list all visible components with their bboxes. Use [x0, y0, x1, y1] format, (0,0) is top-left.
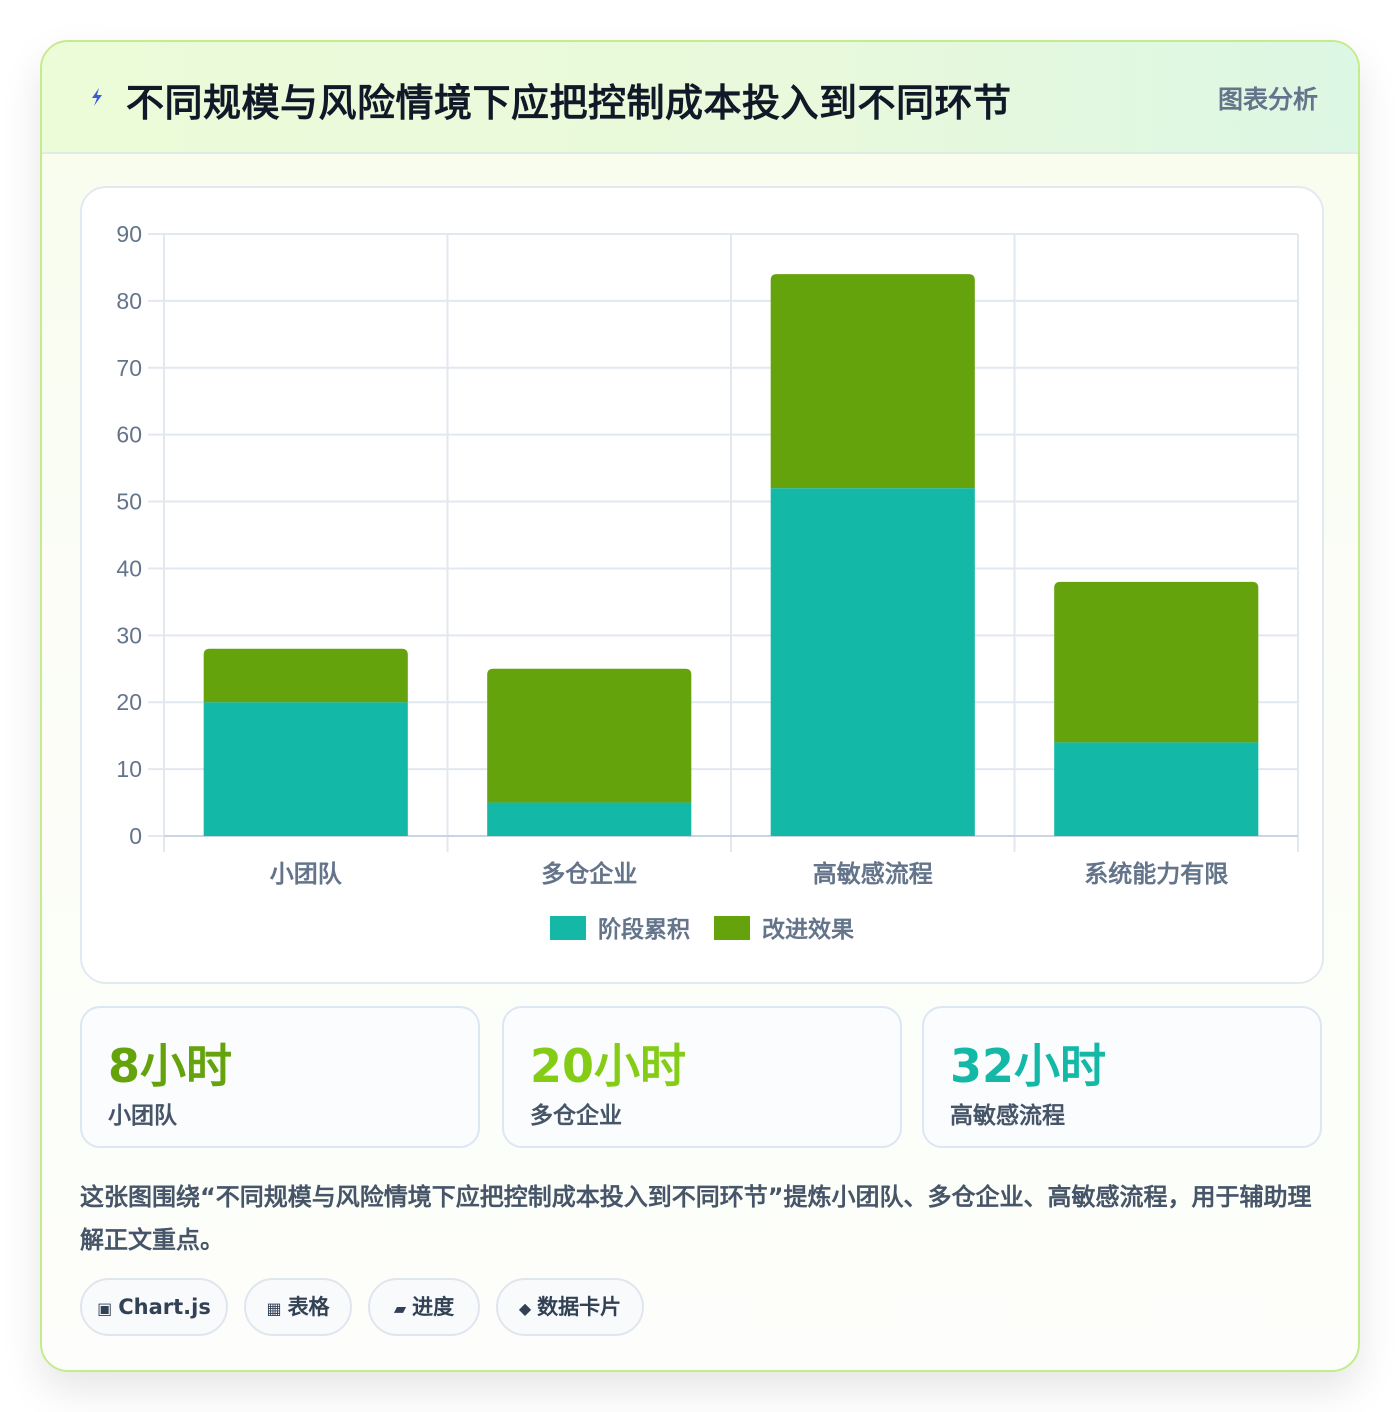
chart-card: 不同规模与风险情境下应把控制成本投入到不同环节 图表分析 0 10 20 30 40 50…: [40, 40, 1360, 1372]
x-tick-label: 高敏感流程: [813, 860, 933, 888]
bar-segment: [203, 702, 408, 836]
chip-data-card[interactable]: ◆ 数据卡片: [496, 1278, 644, 1336]
bar-segment: [487, 668, 692, 803]
legend-label: 阶段累积: [598, 916, 690, 943]
chip-progress[interactable]: ▰ 进度: [368, 1278, 480, 1336]
chart-icon: ▣: [97, 1299, 113, 1318]
y-tick-label: 80: [116, 288, 142, 314]
chip-table[interactable]: ▦ 表格: [244, 1278, 352, 1336]
chart-description: 这张图围绕“不同规模与风险情境下应把控制成本投入到不同环节”提炼小团队、多仓企业…: [80, 1183, 1312, 1254]
stat-label: 高敏感流程: [950, 1103, 1065, 1129]
stat-card: 8小时 小团队: [80, 1006, 480, 1148]
y-tick-label: 40: [116, 555, 142, 581]
stacked-bar-chart: 0 10 20 30 40 50 60 70 80 90 小团队 多仓企业 高敏感流程 系统能力有限阶段累…: [116, 221, 1299, 943]
stat-label: 多仓企业: [530, 1103, 622, 1129]
chart-analysis-badge: 图表分析: [1217, 85, 1318, 114]
bar-segment: [487, 802, 692, 836]
y-tick-label: 0: [129, 823, 142, 849]
chip-label: 表格: [287, 1295, 330, 1319]
stat-card: 32小时 高敏感流程: [922, 1006, 1322, 1148]
chip-label: 进度: [412, 1295, 455, 1319]
legend-swatch: [550, 916, 586, 940]
progress-icon: ▰: [393, 1299, 407, 1318]
y-tick-label: 30: [116, 622, 142, 648]
bar-segment: [1054, 581, 1259, 743]
x-tick-label: 多仓企业: [541, 860, 637, 888]
stat-value: 20小时: [530, 1039, 687, 1093]
y-tick-label: 20: [116, 689, 142, 715]
legend-label: 改进效果: [762, 916, 854, 943]
x-tick-label: 小团队: [270, 860, 343, 888]
bar-segment: [203, 648, 408, 703]
card-header: 不同规模与风险情境下应把控制成本投入到不同环节 图表分析: [42, 42, 1358, 154]
lightning-icon: [92, 88, 102, 106]
y-tick-label: 10: [116, 756, 142, 782]
bar-segment: [770, 488, 975, 836]
bar-segment: [1054, 742, 1259, 836]
y-tick-label: 70: [116, 355, 142, 381]
chip-label: Chart.js: [118, 1295, 211, 1319]
bar-segment: [770, 274, 975, 489]
chip-chartjs[interactable]: ▣ Chart.js: [80, 1278, 228, 1336]
stat-value: 8小时: [108, 1039, 233, 1093]
stat-card: 20小时 多仓企业: [502, 1006, 902, 1148]
chart-container: 0 10 20 30 40 50 60 70 80 90 小团队 多仓企业 高敏感流程 系统能力有限阶段累…: [80, 186, 1324, 984]
table-icon: ▦: [266, 1299, 282, 1318]
page-title: 不同规模与风险情境下应把控制成本投入到不同环节: [126, 81, 1012, 125]
y-tick-label: 60: [116, 422, 142, 448]
card-icon: ◆: [518, 1299, 532, 1318]
x-tick-label: 系统能力有限: [1084, 860, 1228, 888]
y-tick-label: 50: [116, 489, 142, 515]
stat-label: 小团队: [108, 1103, 177, 1129]
stat-value: 32小时: [950, 1039, 1107, 1093]
legend-swatch: [714, 916, 750, 940]
y-tick-label: 90: [116, 221, 142, 247]
chip-label: 数据卡片: [537, 1295, 622, 1319]
